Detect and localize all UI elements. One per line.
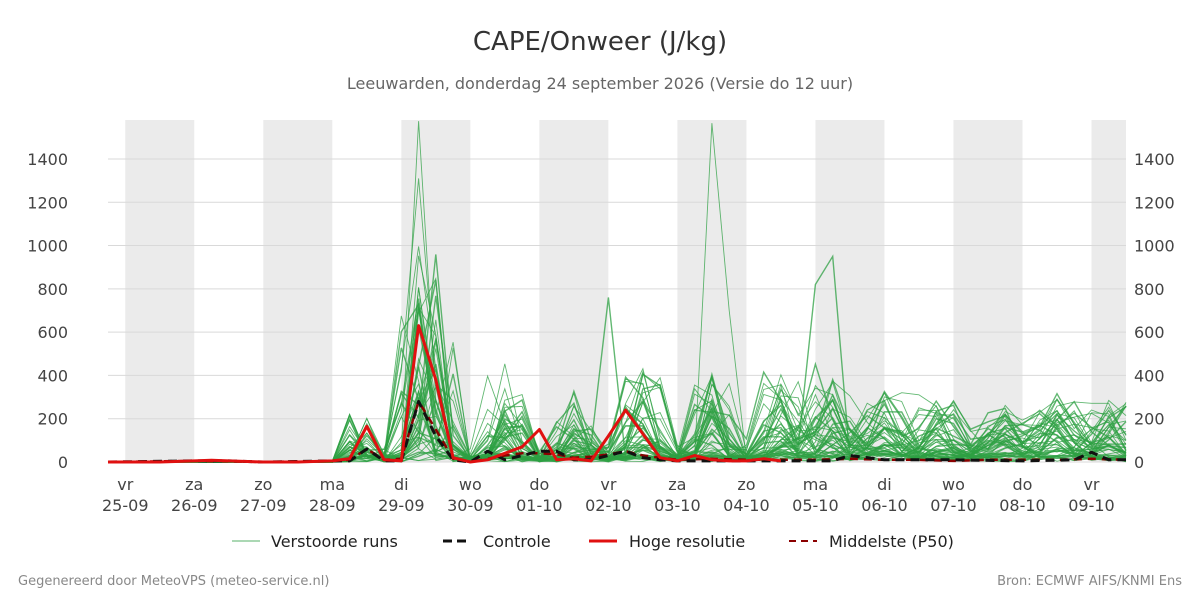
legend-label-perturbed: Verstoorde runs <box>271 532 398 551</box>
y-tick-right-800: 800 <box>1134 280 1165 299</box>
x-tick-day-2: zo <box>254 475 272 494</box>
footer-source: Bron: ECMWF AIFS/KNMI Ens <box>997 574 1182 589</box>
y-tick-left-600: 600 <box>37 323 68 342</box>
y-tick-right-600: 600 <box>1134 323 1165 342</box>
chart-subtitle: Leeuwarden, donderdag 24 september 2026 … <box>347 74 853 93</box>
day-band-6 <box>953 120 1023 462</box>
x-tick-date-6: 01-10 <box>516 496 563 515</box>
y-tick-right-200: 200 <box>1134 410 1165 429</box>
y-tick-left-1000: 1000 <box>27 237 68 256</box>
x-tick-day-1: za <box>185 475 203 494</box>
x-tick-date-9: 04-10 <box>723 496 770 515</box>
legend: Verstoorde runs Controle Hoge resolutie … <box>232 532 954 551</box>
legend-label-median: Middelste (P50) <box>829 532 954 551</box>
series-hoge-resolutie <box>108 324 782 464</box>
x-tick-day-12: wo <box>942 475 965 494</box>
x-tick-day-9: zo <box>737 475 755 494</box>
chart-title: CAPE/Onweer (J/kg) <box>473 27 727 57</box>
x-tick-date-12: 07-10 <box>930 496 977 515</box>
x-tick-day-6: do <box>529 475 549 494</box>
x-tick-date-5: 30-09 <box>447 496 494 515</box>
y-tick-right-1400: 1400 <box>1134 150 1175 169</box>
y-tick-left-400: 400 <box>37 366 68 385</box>
x-tick-date-10: 05-10 <box>792 496 839 515</box>
day-band-7 <box>1091 120 1126 462</box>
x-tick-date-1: 26-09 <box>171 496 218 515</box>
x-tick-day-8: za <box>668 475 686 494</box>
y-tick-left-0: 0 <box>58 453 68 472</box>
x-axis: vr 25-09 za 26-09 zo 27-09 ma 28-09 di 29-09 wo 30-… <box>102 475 1115 515</box>
x-tick-day-13: do <box>1012 475 1032 494</box>
x-tick-date-11: 06-10 <box>861 496 908 515</box>
x-tick-date-2: 27-09 <box>240 496 287 515</box>
y-tick-right-400: 400 <box>1134 366 1165 385</box>
x-tick-date-13: 08-10 <box>999 496 1046 515</box>
y-tick-right-0: 0 <box>1134 453 1144 472</box>
x-tick-date-14: 09-10 <box>1068 496 1115 515</box>
x-tick-date-8: 03-10 <box>654 496 701 515</box>
day-band-3 <box>539 120 609 462</box>
legend-label-control: Controle <box>483 532 551 551</box>
y-tick-left-200: 200 <box>37 410 68 429</box>
y-axis-right: 0 200 400 600 800 1000 1200 1400 <box>1134 150 1175 472</box>
x-tick-day-4: di <box>394 475 409 494</box>
y-tick-right-1200: 1200 <box>1134 193 1175 212</box>
x-tick-day-0: vr <box>117 475 133 494</box>
x-tick-date-3: 28-09 <box>309 496 356 515</box>
day-band-1 <box>263 120 333 462</box>
day-band-0 <box>125 120 195 462</box>
y-tick-right-1000: 1000 <box>1134 237 1175 256</box>
x-tick-day-11: di <box>877 475 892 494</box>
x-tick-date-7: 02-10 <box>585 496 632 515</box>
x-tick-day-3: ma <box>320 475 345 494</box>
main-series <box>107 324 1127 464</box>
y-axis-left: 0 200 400 600 800 1000 1200 1400 <box>27 150 68 472</box>
y-tick-left-1200: 1200 <box>27 193 68 212</box>
x-tick-day-14: vr <box>1083 475 1099 494</box>
y-tick-left-800: 800 <box>37 280 68 299</box>
x-tick-day-10: ma <box>803 475 828 494</box>
footer-credit: Gegenereerd door MeteoVPS (meteo-service… <box>18 574 329 589</box>
x-tick-day-5: wo <box>459 475 482 494</box>
x-tick-day-7: vr <box>600 475 616 494</box>
y-tick-left-1400: 1400 <box>27 150 68 169</box>
series-controle <box>107 399 1126 464</box>
x-tick-date-4: 29-09 <box>378 496 425 515</box>
x-tick-date-0: 25-09 <box>102 496 149 515</box>
legend-label-hires: Hoge resolutie <box>629 532 745 551</box>
